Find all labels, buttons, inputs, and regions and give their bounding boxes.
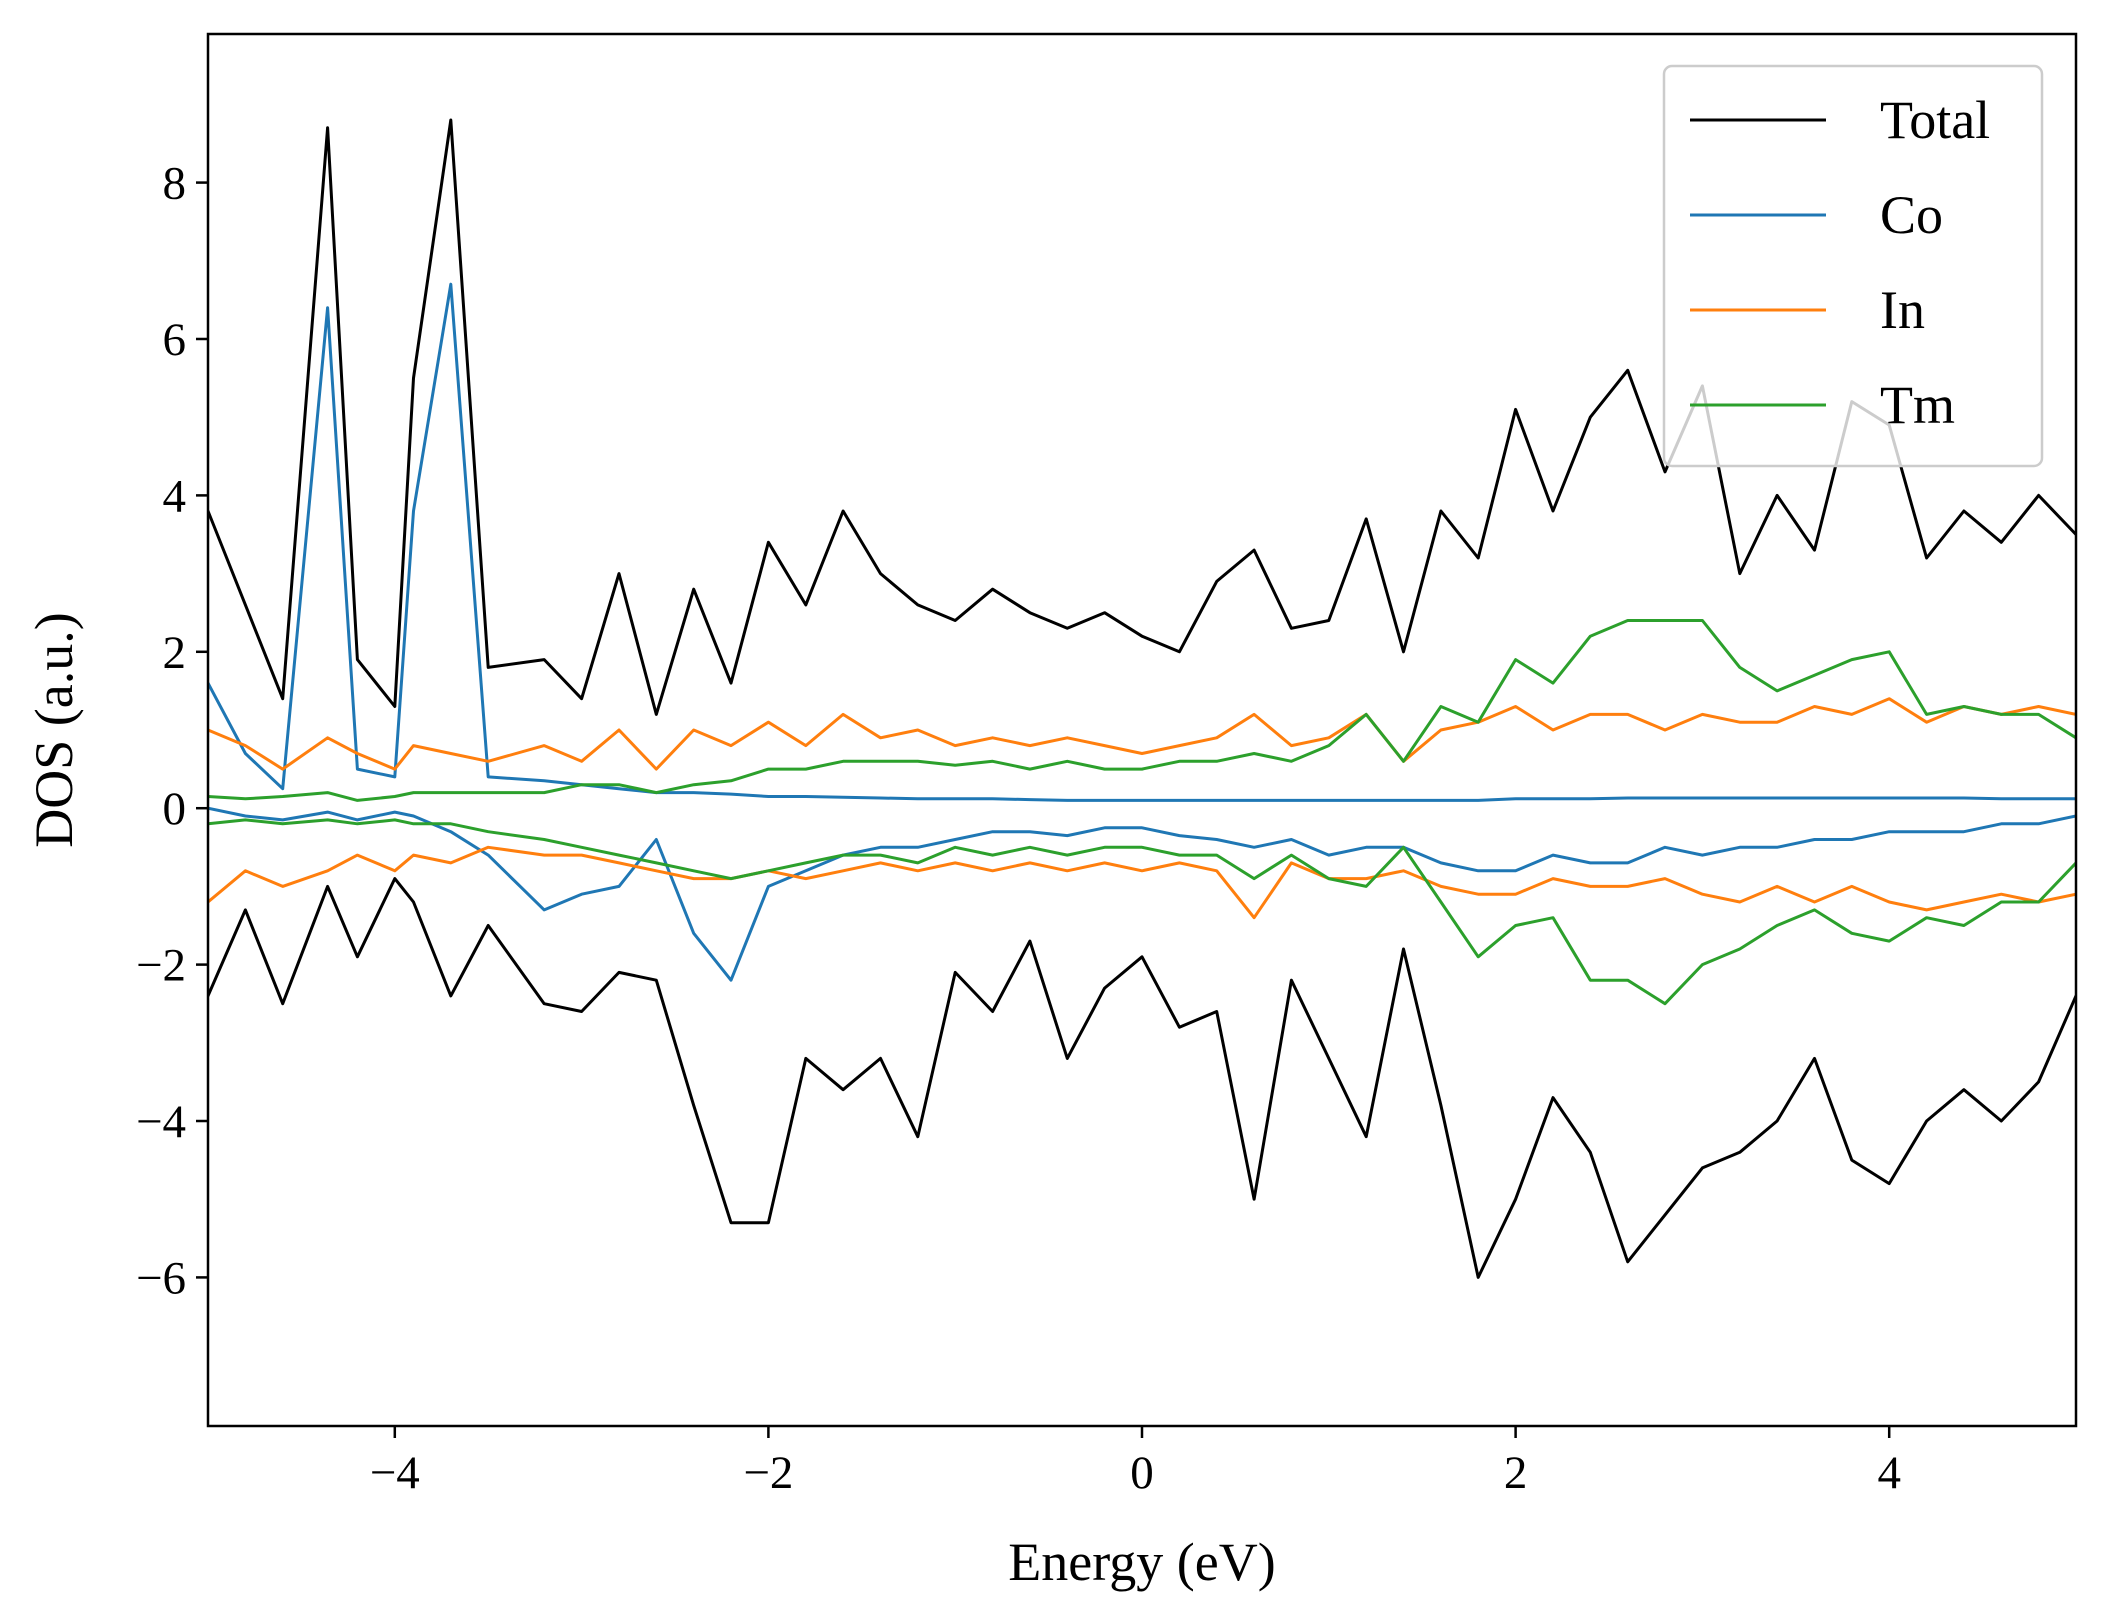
legend: Total Co In Tm <box>1662 64 2044 468</box>
x-axis-title: Energy (eV) <box>1008 1532 1275 1592</box>
x-tick-label: −4 <box>370 1447 420 1499</box>
x-tick-label: 0 <box>1130 1447 1154 1499</box>
y-axis-title: DOS (a.u.) <box>24 612 84 847</box>
total-spin-down-line <box>208 877 2076 1279</box>
plot-frame <box>206 32 2078 1428</box>
y-tick-label: 2 <box>163 627 187 679</box>
y-tick-label: 8 <box>163 158 187 210</box>
y-tick-label: −6 <box>136 1252 186 1304</box>
x-tick-label: 4 <box>1877 1447 1901 1499</box>
x-tick-label: 2 <box>1504 1447 1528 1499</box>
legend-box <box>1662 64 2044 468</box>
legend-label-in: In <box>1880 280 1925 340</box>
in-spin-up-line <box>208 697 2076 771</box>
ticks-layer: −4 −2 0 2 4 −6 −4 −2 0 2 4 6 8 <box>136 158 1901 1499</box>
x-tick-label: −2 <box>743 1447 793 1499</box>
y-tick-label: 4 <box>163 470 187 522</box>
y-tick-label: 6 <box>163 314 187 366</box>
y-tick-label: 0 <box>163 783 187 835</box>
legend-label-total: Total <box>1880 90 1990 150</box>
y-tick-label: −4 <box>136 1096 186 1148</box>
in-spin-down-line <box>208 845 2076 920</box>
tm-spin-up-line <box>208 619 2076 802</box>
legend-label-co: Co <box>1880 185 1943 245</box>
tm-spin-down-line <box>208 818 2076 1006</box>
co-spin-up-line <box>208 282 2076 802</box>
y-tick-label: −2 <box>136 940 186 992</box>
co-spin-down-line <box>208 806 2076 982</box>
total-spin-up-line <box>208 118 2076 716</box>
legend-label-tm: Tm <box>1880 375 1955 435</box>
series-layer <box>208 118 2076 1279</box>
